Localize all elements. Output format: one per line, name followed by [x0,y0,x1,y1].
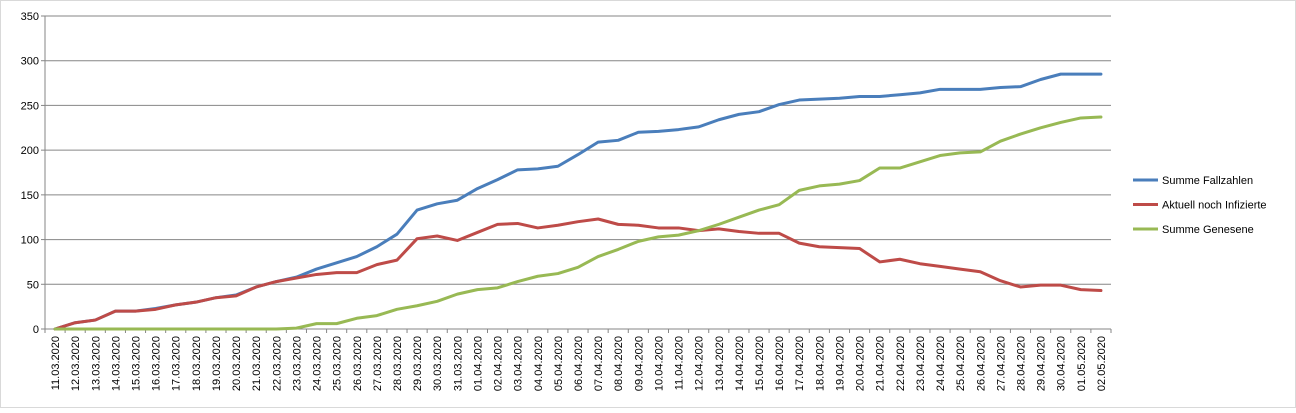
x-tick-label: 28.04.2020 [1015,336,1027,391]
x-tick-label: 13.04.2020 [714,336,726,391]
x-tick-label: 27.03.2020 [372,336,384,391]
series-line [53,217,1103,331]
x-tick-label: 21.03.2020 [251,336,263,391]
legend-label: Summe Fallzahlen [1162,175,1253,187]
x-tick-label: 22.03.2020 [271,336,283,391]
y-tick-label: 300 [21,56,39,68]
series-line [53,115,1103,331]
x-tick-label: 24.04.2020 [935,336,947,391]
x-tick-label: 08.04.2020 [613,336,625,391]
x-tick-label: 17.03.2020 [171,336,183,391]
x-tick-label: 07.04.2020 [593,336,605,391]
x-tick-label: 23.04.2020 [915,336,927,391]
x-tick-label: 19.03.2020 [211,336,223,391]
x-tick-label: 16.04.2020 [774,336,786,391]
x-tick-label: 05.04.2020 [553,336,565,391]
y-tick-label: 0 [33,324,39,336]
x-tick-label: 02.05.2020 [1096,336,1108,391]
x-tick-label: 10.04.2020 [653,336,665,391]
series-lines [53,72,1103,331]
x-tick-label: 04.04.2020 [533,336,545,391]
x-tick-label: 29.03.2020 [412,336,424,391]
x-tick-label: 15.03.2020 [131,336,143,391]
x-tick-label: 17.04.2020 [794,336,806,391]
y-tick-label: 200 [21,145,39,157]
x-tick-label: 27.04.2020 [995,336,1007,391]
y-tick-label: 100 [21,235,39,247]
gridlines [45,15,1111,285]
x-tick-label: 30.04.2020 [1056,336,1068,391]
x-tick-label: 24.03.2020 [312,336,324,391]
x-tick-label: 14.03.2020 [110,336,122,391]
x-tick-label: 03.04.2020 [513,336,525,391]
x-tick-label: 23.03.2020 [291,336,303,391]
x-tick-label: 25.04.2020 [955,336,967,391]
x-tick-label: 21.04.2020 [875,336,887,391]
x-tick-label: 02.04.2020 [493,336,505,391]
x-tick-label: 20.04.2020 [855,336,867,391]
x-tick-label: 15.04.2020 [754,336,766,391]
legend-label: Aktuell noch Infizierte [1162,200,1267,212]
x-tick-label: 16.03.2020 [151,336,163,391]
x-tick-label: 11.03.2020 [50,336,62,390]
x-tick-label: 18.03.2020 [191,336,203,391]
legend-label: Summe Genesene [1162,224,1254,236]
x-tick-label: 30.03.2020 [432,336,444,391]
x-tick-label: 28.03.2020 [392,336,404,391]
x-tick-label: 18.04.2020 [814,336,826,391]
x-tick-label: 22.04.2020 [895,336,907,391]
x-tick-label: 12.04.2020 [694,336,706,391]
x-tick-label: 01.04.2020 [472,336,484,391]
x-tick-label: 26.03.2020 [352,336,364,391]
x-tick-label: 14.04.2020 [734,336,746,391]
x-tick-label: 31.03.2020 [452,336,464,391]
x-tick-label: 20.03.2020 [231,336,243,391]
x-tick-label: 11.04.2020 [674,336,686,390]
y-tick-label: 150 [21,190,39,202]
x-tick-label: 19.04.2020 [834,336,846,391]
x-tick-label: 13.03.2020 [90,336,102,391]
x-tick-label: 06.04.2020 [573,336,585,391]
x-tick-label: 01.05.2020 [1076,336,1088,391]
x-tick-label: 26.04.2020 [975,336,987,391]
y-tick-label: 350 [21,11,39,23]
x-tick-label: 29.04.2020 [1036,336,1048,391]
x-tick-label: 25.03.2020 [332,336,344,391]
x-tick-label: 09.04.2020 [633,336,645,391]
legend: Summe Fallzahlen Aktuell noch Infizierte S… [1133,175,1267,236]
x-tick-label: 12.03.2020 [70,336,82,391]
y-tick-label: 50 [27,279,39,291]
y-tick-label: 250 [21,100,39,112]
